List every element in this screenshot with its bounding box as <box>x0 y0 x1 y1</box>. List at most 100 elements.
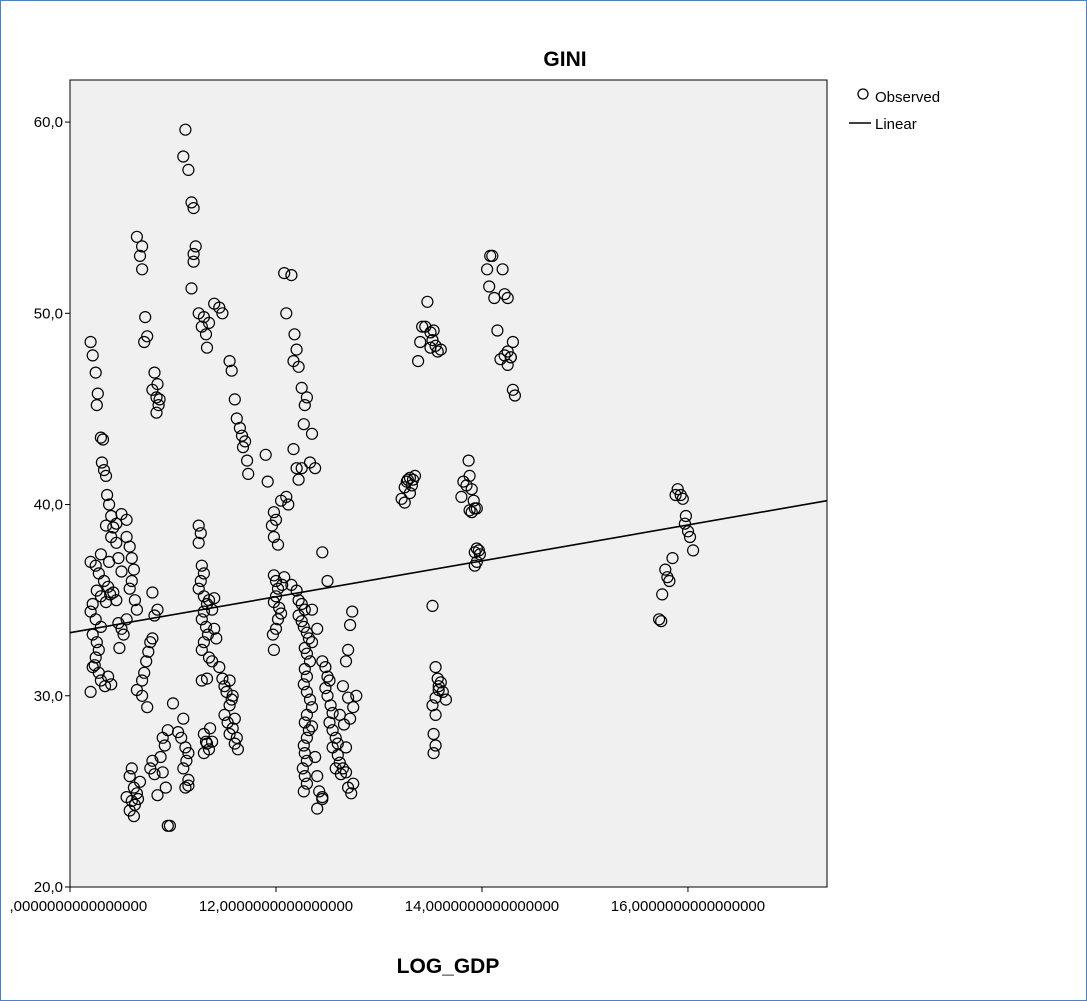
data-point <box>504 351 517 364</box>
data-point <box>99 595 113 609</box>
data-point <box>120 513 133 526</box>
data-point <box>302 724 315 737</box>
x-axis-label: LOG_GDP <box>397 955 500 978</box>
plot-area <box>69 79 828 888</box>
data-point <box>427 746 440 760</box>
data-point <box>192 519 205 532</box>
data-point <box>339 655 353 668</box>
data-point <box>194 527 207 540</box>
data-point <box>468 559 481 572</box>
data-point <box>128 594 141 607</box>
data-point <box>269 622 283 635</box>
data-point <box>455 490 468 503</box>
data-point <box>99 469 113 482</box>
data-point <box>242 467 255 480</box>
data-point <box>686 544 700 557</box>
data-point <box>292 360 305 373</box>
data-point <box>323 716 336 729</box>
data-point <box>347 701 360 714</box>
data-point <box>395 492 408 505</box>
data-point <box>123 582 136 595</box>
data-point <box>297 785 310 798</box>
data-point <box>346 605 359 618</box>
data-point <box>159 781 172 794</box>
x-tick-label: 16,0000000000000000 <box>611 898 765 915</box>
data-point <box>90 399 103 412</box>
data-point <box>223 674 236 687</box>
data-point <box>102 498 116 511</box>
data-point <box>296 762 309 775</box>
data-point <box>676 492 689 505</box>
data-point <box>117 628 130 641</box>
data-point <box>297 678 310 691</box>
data-point <box>427 324 440 337</box>
data-point <box>432 683 445 697</box>
data-point <box>300 685 313 699</box>
y-tick-label: 30,0 <box>34 688 63 705</box>
data-point <box>656 588 669 601</box>
data-point <box>311 769 324 783</box>
data-point <box>194 574 207 588</box>
data-point <box>403 471 416 484</box>
x-tick-label: 12,0000000000000000 <box>199 898 353 915</box>
data-point <box>297 739 310 752</box>
legend: Observed Linear <box>849 88 940 133</box>
data-point <box>439 693 452 706</box>
data-point <box>236 441 250 454</box>
data-point <box>179 781 192 794</box>
data-point <box>429 660 442 674</box>
data-point <box>414 335 427 349</box>
data-point <box>223 727 236 741</box>
data-point <box>206 735 219 748</box>
data-point <box>141 701 154 714</box>
data-point <box>669 488 682 502</box>
data-point <box>336 762 349 775</box>
data-point <box>427 727 440 741</box>
data-point <box>138 335 151 349</box>
data-point <box>298 662 311 676</box>
y-tick-label: 60,0 <box>34 114 63 131</box>
data-point <box>429 739 442 752</box>
data-point <box>659 563 672 576</box>
data-point <box>140 655 153 668</box>
data-point <box>295 597 308 611</box>
data-point <box>216 307 229 320</box>
data-point <box>463 469 476 482</box>
data-point <box>123 540 136 553</box>
data-point <box>112 551 125 565</box>
y-tick-label: 50,0 <box>34 305 63 322</box>
data-point <box>508 389 522 402</box>
data-point <box>300 670 313 683</box>
data-point <box>213 301 226 314</box>
data-point <box>295 615 308 628</box>
data-point <box>107 521 120 534</box>
data-point <box>321 574 334 588</box>
data-point <box>287 443 300 456</box>
data-point <box>208 622 221 635</box>
data-point <box>233 421 246 435</box>
data-point <box>305 720 319 733</box>
data-point <box>177 762 190 775</box>
legend-linear-label: Linear <box>875 116 917 133</box>
data-point <box>501 345 514 358</box>
data-point <box>305 603 319 616</box>
data-point <box>462 454 475 467</box>
data-point <box>496 263 509 276</box>
data-point <box>100 488 114 502</box>
data-point <box>319 660 332 674</box>
data-point <box>125 551 138 565</box>
data-point <box>179 741 192 754</box>
data-point <box>339 741 353 754</box>
data-point <box>202 316 216 329</box>
data-point <box>465 483 478 496</box>
data-point <box>401 473 414 486</box>
data-point <box>316 655 329 668</box>
data-point <box>261 475 274 488</box>
data-point <box>506 383 520 396</box>
data-point <box>136 674 149 687</box>
data-point <box>347 777 360 790</box>
data-point <box>292 609 305 622</box>
data-point <box>655 615 668 628</box>
data-point <box>202 651 216 664</box>
